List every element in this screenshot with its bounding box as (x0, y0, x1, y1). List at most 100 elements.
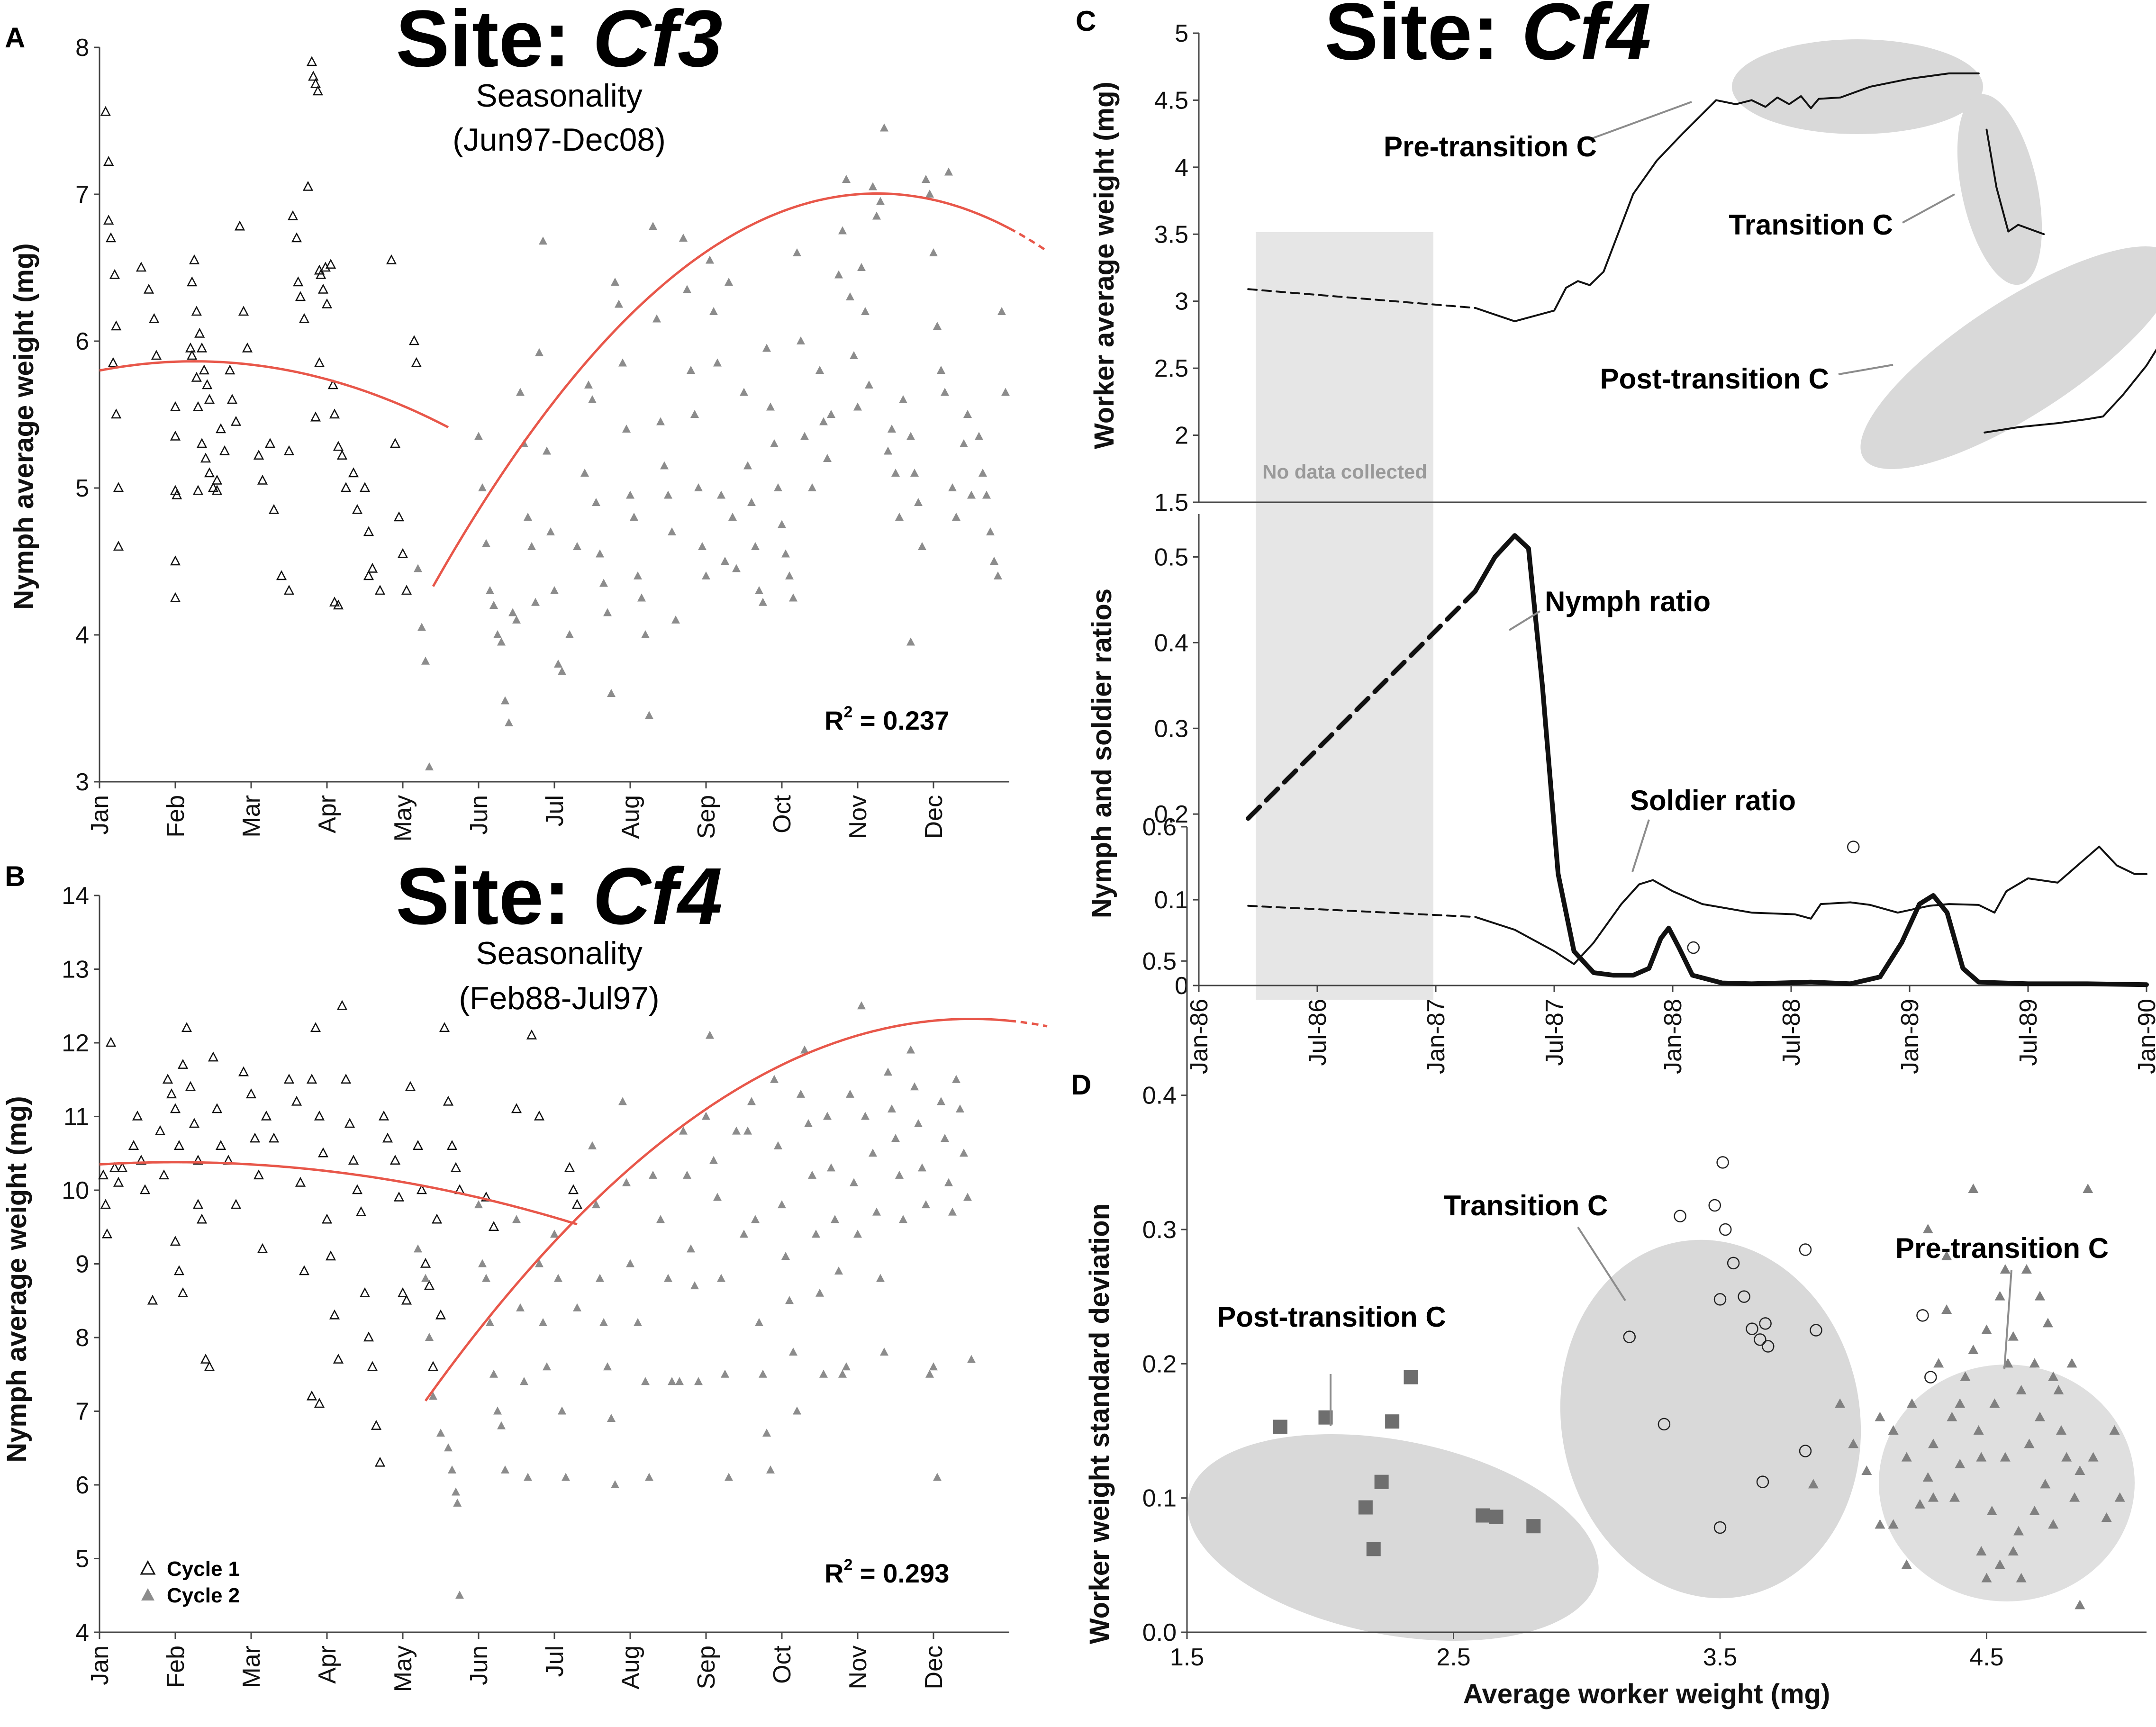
leader-soldier-ratio (1631, 819, 1650, 872)
d-point-pre-transition (1994, 1559, 2005, 1569)
a-point-cycle1 (401, 585, 412, 595)
b-point-cycle1 (374, 1456, 386, 1467)
d-point-transition (1674, 1210, 1686, 1222)
a-point-cycle2 (770, 439, 779, 447)
a-point-cycle2 (698, 542, 707, 550)
b-point-cycle2 (516, 1303, 525, 1311)
b-point-cycle1 (401, 1294, 412, 1305)
b-point-cycle2 (918, 1163, 926, 1172)
a-ytick-label: 8 (75, 34, 89, 62)
b-point-cycle2 (800, 1045, 809, 1054)
d-point-pre-transition (2008, 1331, 2019, 1341)
a-point-cycle1 (321, 298, 333, 308)
b-point-cycle2 (884, 1067, 892, 1076)
a-point-cycle1 (219, 445, 230, 455)
d-point-pre-transition (2016, 1573, 2027, 1582)
a-point-cycle2 (417, 623, 426, 631)
d-point-pre-transition (1941, 1250, 1952, 1260)
d-point-pre-transition (1808, 1479, 1819, 1489)
d-point-transition (1623, 1330, 1636, 1343)
d-point-pre-transition (1861, 1465, 1872, 1475)
b-point-cycle1 (158, 1169, 170, 1180)
b-point-cycle1 (192, 1199, 204, 1209)
a-point-cycle1 (211, 485, 223, 495)
a-point-cycle2 (823, 454, 832, 462)
panel-c-title-site: Cf4 (1522, 0, 1651, 77)
b-point-cycle1 (181, 1022, 192, 1032)
a-point-cycle2 (652, 314, 661, 323)
panel-b-letter: B (5, 860, 25, 892)
a-ytick-label: 7 (75, 181, 89, 208)
b-point-cycle1 (257, 1243, 268, 1253)
b-point-cycle2 (827, 1163, 835, 1172)
b-point-cycle1 (344, 1118, 355, 1128)
a-point-cycle2 (850, 351, 858, 359)
b-point-cycle1 (371, 1420, 382, 1430)
c-bottom-xtick-label: Jul-86 (1304, 999, 1332, 1066)
ellipse-pre-transition (1732, 39, 1983, 134)
b-point-cycle1 (336, 1000, 348, 1010)
b-point-cycle2 (831, 1215, 839, 1223)
panel-d: D 0.0 0.1 0.2 0.3 0.4 0.5 0.6 1.5 2.5 3.5 4.5 Work… (1071, 814, 2147, 1709)
d-point-transition (1924, 1371, 1937, 1383)
a-point-cycle2 (497, 637, 506, 646)
b-xtick-label: Jun (465, 1646, 493, 1685)
a-point-cycle2 (603, 608, 612, 616)
b-point-cycle2 (952, 1075, 960, 1083)
c-top-ytick-label: 1.5 (1154, 489, 1188, 516)
b-point-cycle2 (747, 1097, 756, 1105)
b-point-cycle2 (869, 1148, 877, 1157)
b-point-cycle1 (416, 1184, 427, 1194)
a-point-cycle2 (482, 539, 490, 547)
d-point-pre-transition (1901, 1452, 1912, 1462)
a-point-cycle1 (189, 254, 200, 264)
d-point-pre-transition (1922, 1472, 1933, 1482)
b-point-cycle2 (599, 1318, 608, 1326)
d-point-post-transition (1526, 1519, 1541, 1534)
b-point-cycle2 (641, 1377, 650, 1385)
b-point-cycle2 (453, 1498, 462, 1507)
a-fit-curve-2 (432, 192, 1010, 587)
a-point-cycle2 (827, 410, 835, 418)
a-point-cycle1 (291, 232, 302, 243)
c-bottom-ytick-label: 0.4 (1154, 629, 1188, 657)
a-point-cycle2 (425, 762, 434, 770)
a-point-cycle1 (192, 401, 204, 411)
leader-transition (1902, 193, 1955, 224)
b-point-cycle1 (170, 1103, 181, 1113)
a-point-cycle2 (990, 557, 998, 565)
d-point-transition (1727, 1257, 1740, 1270)
a-point-cycle1 (393, 511, 405, 522)
b-point-cycle2 (740, 1230, 748, 1238)
b-point-cycle2 (785, 1296, 794, 1304)
b-point-cycle1 (208, 1051, 219, 1062)
b-point-cycle2 (891, 1134, 900, 1142)
d-point-pre-transition (2000, 1452, 2011, 1462)
a-point-cycle2 (937, 366, 945, 374)
d-point-pre-transition (1976, 1546, 1987, 1555)
panel-c-top-lines (1247, 72, 2156, 434)
legend-cycle-2: Cycle 2 (167, 1584, 240, 1607)
d-point-pre-transition (1848, 1438, 1859, 1448)
panel-b-title: Site: Cf4 (396, 851, 723, 941)
b-point-cycle2 (766, 1465, 775, 1474)
a-point-cycle2 (634, 571, 642, 579)
b-point-cycle2 (520, 1377, 528, 1385)
d-point-transition (1713, 1293, 1727, 1306)
d-point-pre-transition (1907, 1398, 1917, 1408)
panel-a-r2: R2 = 0.237 (824, 703, 949, 735)
d-point-pre-transition (1888, 1425, 1899, 1435)
a-point-cycle2 (876, 197, 885, 205)
d-point-pre-transition (1888, 1519, 1899, 1529)
a-point-cycle1 (170, 401, 181, 411)
b-point-cycle2 (611, 1480, 619, 1488)
d-point-pre-transition (2074, 1465, 2085, 1475)
a-point-cycle2 (759, 597, 767, 606)
a-point-cycle2 (694, 483, 703, 491)
b-point-cycle1 (511, 1103, 522, 1113)
a-point-cycle2 (743, 461, 752, 470)
a-point-cycle1 (295, 291, 306, 301)
a-point-cycle2 (717, 490, 725, 499)
a-point-cycle1 (386, 254, 397, 264)
d-point-transition (1810, 1324, 1822, 1337)
